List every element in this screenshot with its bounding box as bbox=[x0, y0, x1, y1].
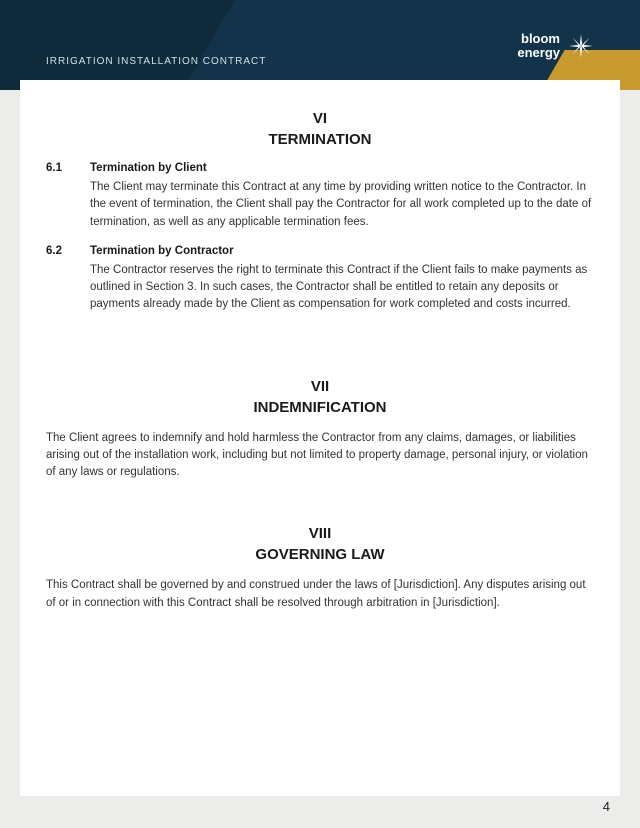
page-number: 4 bbox=[603, 799, 610, 814]
brand-line1: bloom bbox=[517, 32, 560, 46]
section-paragraph: This Contract shall be governed by and c… bbox=[46, 577, 594, 612]
clause-body: Termination by Contractor The Contractor… bbox=[90, 245, 594, 314]
section-title: INDEMNIFICATION bbox=[46, 399, 594, 416]
clause: 6.1 Termination by Client The Client may… bbox=[46, 162, 594, 231]
brand-line2: energy bbox=[517, 46, 560, 60]
spark-icon bbox=[568, 33, 594, 59]
brand-text: bloom energy bbox=[517, 32, 560, 61]
clause-title: Termination by Contractor bbox=[90, 245, 594, 257]
section-number: VIII bbox=[46, 525, 594, 542]
spacer bbox=[46, 328, 594, 372]
page-content: VI TERMINATION 6.1 Termination by Client… bbox=[20, 80, 620, 796]
clause-body: Termination by Client The Client may ter… bbox=[90, 162, 594, 231]
clause-number: 6.1 bbox=[46, 162, 90, 231]
section-paragraph: The Client agrees to indemnify and hold … bbox=[46, 430, 594, 482]
clause-title: Termination by Client bbox=[90, 162, 594, 174]
brand-logo: bloom energy bbox=[517, 32, 594, 61]
section-number: VII bbox=[46, 378, 594, 395]
clause-text: The Client may terminate this Contract a… bbox=[90, 179, 594, 231]
header-decoration-left bbox=[0, 0, 258, 90]
clause: 6.2 Termination by Contractor The Contra… bbox=[46, 245, 594, 314]
document-header: IRRIGATION INSTALLATION CONTRACT bloom e… bbox=[0, 0, 640, 90]
clause-text: The Contractor reserves the right to ter… bbox=[90, 262, 594, 314]
clause-number: 6.2 bbox=[46, 245, 90, 314]
section-title: GOVERNING LAW bbox=[46, 546, 594, 563]
spacer bbox=[46, 491, 594, 519]
document-title: IRRIGATION INSTALLATION CONTRACT bbox=[46, 56, 266, 67]
section-number: VI bbox=[46, 110, 594, 127]
section-title: TERMINATION bbox=[46, 131, 594, 148]
